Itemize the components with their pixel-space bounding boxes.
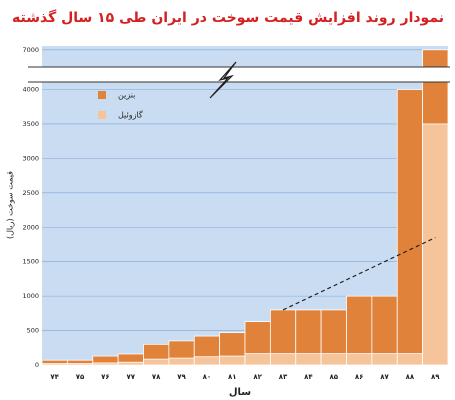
y-tick-label: 1500 [22, 258, 39, 266]
chart-title: نمودار روند افزایش قیمت سوخت در ایران طی… [12, 9, 444, 26]
y-tick-label: 3500 [22, 120, 39, 128]
legend-swatch [98, 111, 106, 119]
legend-label: گازوئیل [118, 110, 143, 120]
x-tick-label: ۸۳ [279, 373, 288, 381]
bar [143, 358, 170, 366]
bar [244, 353, 271, 366]
x-tick-label: ۸۶ [355, 373, 364, 381]
y-tick-label: 0 [35, 361, 39, 369]
bar [396, 89, 424, 366]
x-tick-label: ۷۹ [177, 373, 186, 381]
x-tick-label: ۷۸ [152, 373, 161, 381]
x-tick-label: ۸۲ [253, 373, 262, 381]
bar [41, 363, 68, 366]
bar [346, 353, 373, 366]
x-tick-label: ۸۴ [304, 373, 313, 381]
trend-line [282, 237, 436, 311]
y-tick-label: 1000 [22, 292, 39, 300]
bar [168, 357, 195, 366]
y-axis-label: قیمت سوخت (ریال) [6, 171, 15, 239]
bar [66, 363, 94, 366]
x-tick-label: ۸۹ [431, 373, 440, 381]
axis-break [28, 67, 450, 82]
bar [295, 353, 322, 366]
y-tick-label: 500 [27, 327, 39, 335]
y-tick-label: 2500 [22, 189, 39, 197]
x-tick-label: ۷۴ [50, 373, 59, 381]
bar [117, 361, 144, 366]
y-tick-label: 2000 [22, 223, 39, 231]
legend-label: بنزین [118, 91, 135, 100]
x-tick-label: ۸۸ [406, 373, 415, 381]
x-axis-label: سال [229, 387, 251, 398]
bar [219, 355, 246, 366]
x-tick-label: ۷۵ [76, 373, 85, 381]
break-bolt [209, 61, 237, 99]
bar [422, 123, 449, 366]
bar [371, 353, 398, 366]
x-tick-label: ۷۷ [127, 373, 136, 381]
y-tick-label: 7000 [22, 46, 39, 54]
y-tick-label: 3000 [22, 154, 39, 162]
x-tick-label: ۸۷ [380, 373, 389, 381]
y-tick-label: 4000 [22, 86, 39, 94]
x-tick-label: ۸۵ [330, 373, 339, 381]
x-tick-label: ۷۶ [101, 373, 110, 381]
x-tick-label: ۸۱ [228, 373, 237, 381]
bar [269, 353, 297, 366]
bar [396, 353, 424, 366]
x-tick-label: ۸۰ [203, 373, 212, 381]
bar [92, 362, 119, 366]
bar [320, 353, 347, 366]
legend-swatch [98, 91, 106, 99]
bar [193, 356, 221, 366]
